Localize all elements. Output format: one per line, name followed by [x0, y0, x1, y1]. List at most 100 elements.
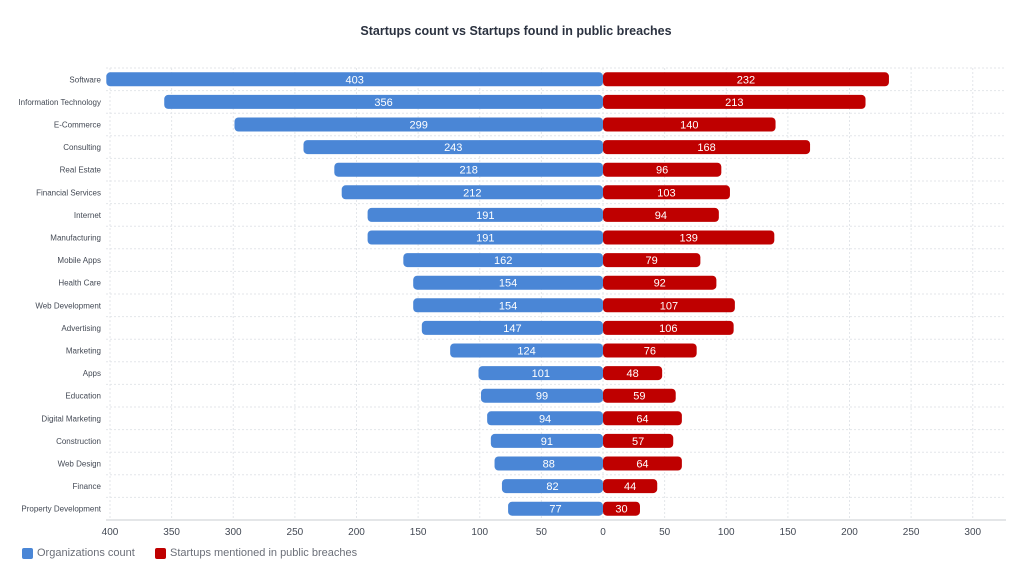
bar-organizations — [303, 140, 603, 155]
bar-label-breaches: 57 — [632, 436, 644, 448]
bar-breaches — [603, 275, 717, 290]
bar-label-organizations: 356 — [374, 97, 392, 109]
bar-label-organizations: 191 — [476, 233, 494, 245]
legend-label-organizations: Organizations count — [37, 547, 135, 559]
bar-organizations — [490, 433, 603, 448]
bar-breaches — [603, 456, 682, 471]
bar-label-organizations: 77 — [549, 504, 561, 516]
grid-lines — [106, 67, 1006, 521]
bar-label-breaches: 103 — [657, 187, 675, 199]
bar-label-organizations: 154 — [499, 300, 517, 312]
bar-label-organizations: 403 — [345, 74, 363, 86]
bar-label-breaches: 232 — [737, 74, 755, 86]
x-tick-label: 0 — [600, 527, 606, 538]
bar-organizations — [508, 501, 603, 516]
bar-organizations — [403, 253, 603, 268]
x-tick-label: 150 — [410, 527, 427, 538]
x-tick-label: 350 — [163, 527, 180, 538]
x-tick-label: 250 — [903, 527, 920, 538]
bar-label-organizations: 212 — [463, 187, 481, 199]
category-label: Education — [65, 392, 101, 401]
bar-label-breaches: 30 — [615, 504, 627, 516]
bar-label-breaches: 92 — [654, 278, 666, 290]
bars: 403 232 356 213 299 140 243 168 218 96 212 103 191 94… — [106, 72, 889, 516]
legend-swatch-organizations — [22, 547, 33, 559]
bar-organizations — [334, 162, 603, 177]
category-label: Financial Services — [36, 188, 101, 197]
category-label: Real Estate — [60, 166, 102, 175]
bar-label-breaches: 94 — [655, 210, 667, 222]
category-label: Web Development — [35, 301, 101, 310]
bar-breaches — [603, 162, 722, 177]
bar-organizations — [367, 207, 603, 222]
bar-label-organizations: 154 — [499, 278, 517, 290]
bar-organizations — [478, 366, 603, 381]
bar-label-breaches: 96 — [656, 165, 668, 177]
bar-organizations — [494, 456, 603, 471]
category-label: Mobile Apps — [57, 256, 101, 265]
bar-label-organizations: 99 — [536, 391, 548, 403]
bar-label-breaches: 139 — [679, 233, 697, 245]
bar-label-breaches: 79 — [646, 255, 658, 267]
bar-organizations — [234, 117, 604, 132]
x-axis-ticks: 400 350 300 250 200 150 100 50 0 50 100 150 200 250 30… — [102, 519, 1006, 538]
x-tick-label: 50 — [659, 527, 671, 538]
category-label: Apps — [83, 369, 101, 378]
category-label: Internet — [74, 211, 102, 220]
bar-label-organizations: 243 — [444, 142, 462, 154]
legend-swatch-breaches — [155, 547, 166, 559]
bar-breaches — [603, 140, 811, 155]
x-tick-label: 400 — [102, 527, 119, 538]
bar-label-breaches: 140 — [680, 120, 698, 132]
legend-item-organizations[interactable]: Organizations count — [22, 547, 135, 559]
bar-breaches — [603, 94, 866, 109]
bar-label-organizations: 147 — [503, 323, 521, 335]
category-label: Digital Marketing — [41, 414, 101, 423]
category-label: Advertising — [61, 324, 101, 333]
bar-label-breaches: 48 — [626, 368, 638, 380]
bar-label-breaches: 76 — [644, 346, 656, 358]
bar-breaches — [603, 343, 697, 358]
bar-breaches — [603, 185, 730, 200]
bar-organizations — [450, 343, 603, 358]
bar-breaches — [603, 479, 658, 494]
bar-label-breaches: 64 — [636, 413, 648, 425]
bar-organizations — [413, 298, 603, 313]
category-labels: Software Information Technology E-Commerce… — [18, 75, 101, 513]
category-label: Marketing — [66, 347, 101, 356]
x-tick-label: 50 — [536, 527, 548, 538]
bar-breaches — [603, 320, 734, 335]
category-label: Manufacturing — [50, 234, 101, 243]
legend-label-breaches: Startups mentioned in public breaches — [170, 547, 358, 559]
bar-breaches — [603, 72, 889, 87]
bar-label-organizations: 218 — [459, 165, 477, 177]
bar-label-organizations: 299 — [410, 120, 428, 132]
bar-breaches — [603, 230, 775, 245]
bar-breaches — [603, 253, 701, 268]
bar-organizations — [367, 230, 603, 245]
x-tick-label: 100 — [718, 527, 735, 538]
bar-label-organizations: 88 — [543, 459, 555, 471]
legend-item-breaches[interactable]: Startups mentioned in public breaches — [155, 547, 357, 559]
bar-organizations — [487, 411, 603, 426]
bar-breaches — [603, 207, 719, 222]
bar-breaches — [603, 366, 663, 381]
category-label: Software — [69, 75, 101, 84]
category-label: Construction — [56, 437, 101, 446]
bar-breaches — [603, 433, 674, 448]
category-label: E-Commerce — [54, 121, 102, 130]
bar-label-organizations: 162 — [494, 255, 512, 267]
bar-label-breaches: 64 — [636, 459, 648, 471]
bar-organizations — [480, 388, 603, 403]
bar-organizations — [501, 479, 603, 494]
x-tick-label: 200 — [348, 527, 365, 538]
bar-label-organizations: 91 — [541, 436, 553, 448]
bar-breaches — [603, 411, 682, 426]
bar-label-breaches: 213 — [725, 97, 743, 109]
x-tick-label: 250 — [287, 527, 304, 538]
category-label: Health Care — [58, 279, 101, 288]
bar-label-organizations: 101 — [532, 368, 550, 380]
bar-label-organizations: 124 — [517, 346, 535, 358]
x-tick-label: 100 — [471, 527, 488, 538]
